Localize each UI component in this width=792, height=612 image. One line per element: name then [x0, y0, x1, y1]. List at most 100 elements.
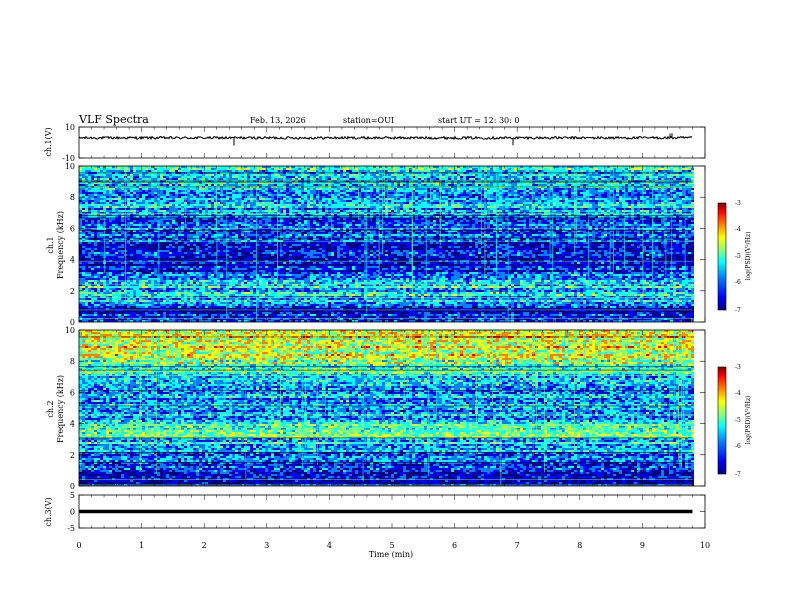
ch1-spectrogram-cell	[532, 182, 535, 184]
ch1-spectrogram-cell	[391, 170, 394, 172]
ch1-spectrogram-cell	[532, 168, 535, 170]
ch1-spectrogram-cell	[580, 170, 583, 172]
ch1-spectrogram-cell	[406, 204, 409, 206]
ch1-spectrogram-cell	[301, 168, 304, 170]
ch1-spectrogram-cell	[154, 192, 157, 194]
ch1-spectrogram-cell	[667, 196, 670, 198]
ch1-spectrogram-cell	[550, 208, 553, 210]
ch1-spectrogram-cell	[334, 178, 337, 180]
ch1-spectrogram-cell	[367, 188, 370, 190]
ch1-spectrogram-cell	[214, 196, 217, 198]
ch1-spectrogram-cell	[97, 198, 100, 200]
ch1-spectrogram-cell	[169, 206, 172, 208]
ch1-spectrogram-cell	[577, 190, 580, 192]
ch1-spectrogram-cell	[541, 210, 544, 212]
ch1-spectrogram-cell	[565, 202, 568, 204]
ch1-spectrogram-cell	[691, 176, 694, 178]
ch1-spectrogram-cell	[409, 202, 412, 204]
ch1-spectrogram-cell	[79, 190, 82, 192]
ch1-spectrogram-cell	[235, 202, 238, 204]
ch1-spectrogram-cell	[268, 204, 271, 206]
ch1-spectrogram-cell	[679, 194, 682, 196]
ch1-spectrogram-cell	[79, 170, 82, 172]
ch1-spectrogram-cell	[226, 184, 229, 186]
ch1-spectrogram-cell	[91, 208, 94, 210]
ch1-spectrogram-cell	[640, 168, 643, 170]
ch1-spectrogram-cell	[172, 170, 175, 172]
ch1-spectrogram-cell	[565, 208, 568, 210]
ch1-spectrogram-cell	[508, 168, 511, 170]
ch1-spectrogram-cell	[511, 206, 514, 208]
ch1-spectrogram-cell	[220, 174, 223, 176]
ch1-spectrogram-cell	[631, 194, 634, 196]
ch1-spectrogram-cell	[259, 192, 262, 194]
ch1-spectrogram-cell	[616, 174, 619, 176]
ch1-spectrogram-cell	[211, 202, 214, 204]
ch1-spectrogram-cell	[430, 206, 433, 208]
ch1-spectrogram-cell	[535, 182, 538, 184]
ch1-spectrogram-cell	[385, 174, 388, 176]
ch1-spectrogram-cell	[79, 194, 82, 196]
ch1-spectrogram-cell	[637, 208, 640, 210]
ch1-spectrogram-cell	[367, 190, 370, 192]
ch1-spectrogram-cell	[547, 168, 550, 170]
ch1-spectrogram-cell	[280, 194, 283, 196]
ch1-spectrogram-cell	[352, 166, 355, 168]
ch1-spectrogram-cell	[469, 208, 472, 210]
ch1-spectrogram-cell	[238, 194, 241, 196]
ch1-spectrogram-cell	[322, 176, 325, 178]
ch1-spectrogram-cell	[193, 168, 196, 170]
ch1-spectrogram-cell	[334, 168, 337, 170]
ch1-spectrogram-cell	[364, 210, 367, 212]
ch1-spectrogram-cell	[319, 212, 322, 214]
ch1-spectrogram-cell	[130, 200, 133, 202]
ch1-spectrogram-cell	[262, 204, 265, 206]
ch1-spectrogram-cell	[538, 170, 541, 172]
ch1-spectrogram-cell	[667, 190, 670, 192]
ch1-spectrogram-cell	[508, 208, 511, 210]
ch1-spectrogram-cell	[634, 170, 637, 172]
ch1-spectrogram-cell	[154, 176, 157, 178]
ch1-spectrogram-cell	[625, 174, 628, 176]
ch1-spectrogram-cell	[571, 190, 574, 192]
ch1-spectrogram-cell	[238, 188, 241, 190]
ch1-spectrogram-cell	[319, 210, 322, 212]
ch1-spectrogram-cell	[370, 204, 373, 206]
ch1-spectrogram-cell	[214, 212, 217, 214]
ch1-spectrogram-cell	[106, 194, 109, 196]
ch1-spectrogram-cell	[376, 170, 379, 172]
ch1-spectrogram-cell	[130, 194, 133, 196]
ch1-spectrogram-cell	[106, 212, 109, 214]
ch1-spectrogram-cell	[346, 168, 349, 170]
ch1-spectrogram-cell	[220, 206, 223, 208]
ch1-spectrogram-cell	[205, 178, 208, 180]
ch1-spectrogram-cell	[385, 210, 388, 212]
ch1-spectrogram-cell	[280, 198, 283, 200]
ch1-spectrogram-cell	[280, 190, 283, 192]
ch1-spectrogram-cell	[505, 178, 508, 180]
ch1-spectrogram-cell	[472, 196, 475, 198]
ch1-spectrogram-cell	[655, 170, 658, 172]
ch1-spectrogram-cell	[382, 182, 385, 184]
ch1-spectrogram-cell	[88, 204, 91, 206]
ch1-spectrogram-cell	[355, 212, 358, 214]
ch1-spectrogram-cell	[205, 202, 208, 204]
ch1-spectrogram-cell	[346, 196, 349, 198]
ch1-spectrogram-cell	[445, 196, 448, 198]
ch1-spectrogram-cell	[409, 204, 412, 206]
ch1-spectrogram-cell	[169, 200, 172, 202]
ch1-spectrogram-cell	[337, 192, 340, 194]
ch1-spectrogram-cell	[226, 194, 229, 196]
ch1-spectrogram-cell	[349, 170, 352, 172]
ch1-spectrogram-cell	[652, 210, 655, 212]
ch1-spectrogram-cell	[151, 188, 154, 190]
ch1-spectrogram-cell	[643, 204, 646, 206]
ch1-spectrogram-cell	[397, 200, 400, 202]
ch1-spectrogram-cell	[220, 196, 223, 198]
ch1-spectrogram-cell	[637, 196, 640, 198]
ch1-spectrogram-cell	[490, 182, 493, 184]
ch1-spectrogram-cell	[271, 194, 274, 196]
ch1-spectrogram-cell	[436, 202, 439, 204]
ch1-spectrogram-cell	[226, 192, 229, 194]
ch1-spectrogram-cell	[319, 168, 322, 170]
